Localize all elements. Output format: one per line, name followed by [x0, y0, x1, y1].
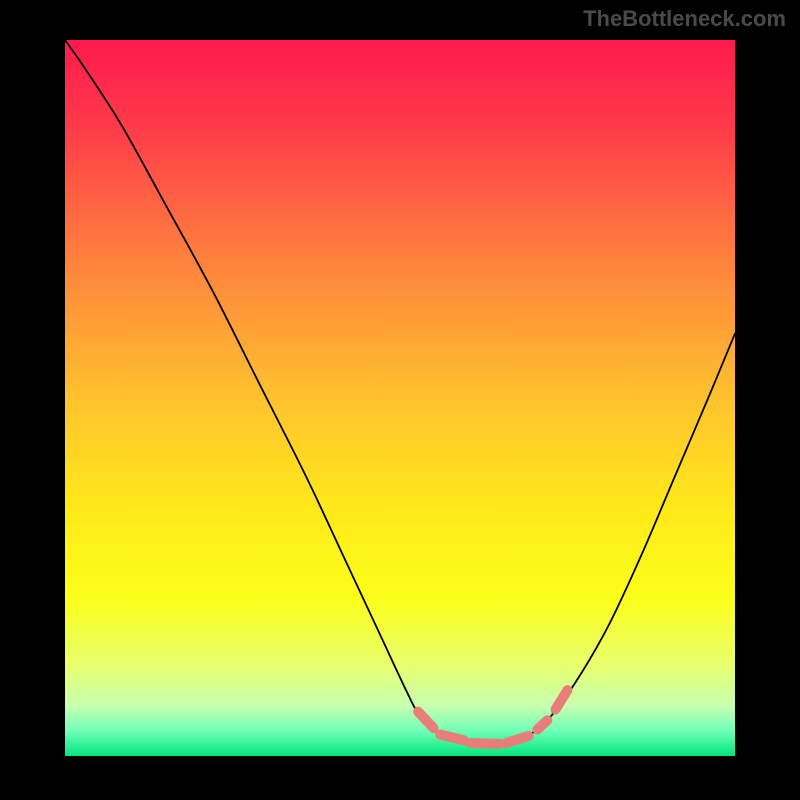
watermark-text: TheBottleneck.com: [583, 6, 786, 32]
plot-background: [65, 40, 735, 756]
bottleneck-chart: TheBottleneck.com: [0, 0, 800, 800]
chart-svg: [0, 0, 800, 800]
